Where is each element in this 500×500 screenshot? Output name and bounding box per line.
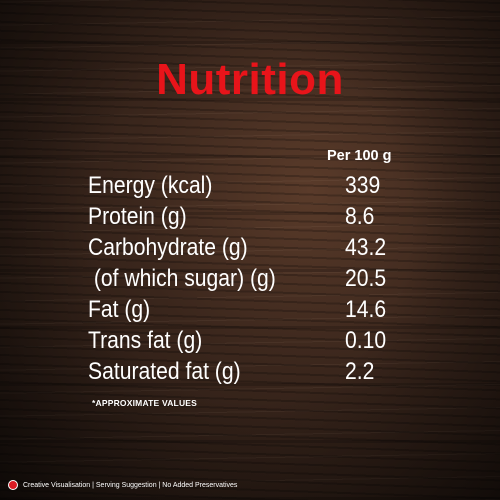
column-header: Per 100 g [327,148,392,164]
nutrition-row-carbohydrate: Carbohydrate (g) 43.2 [0,234,500,266]
nutrition-row-sugar: (of which sugar) (g) 20.5 [0,265,500,297]
nutrition-row-trans-fat: Trans fat (g) 0.10 [0,327,500,359]
nutrient-value: 339 [345,172,381,199]
nutrition-row-energy: Energy (kcal) 339 [0,172,500,204]
nutrition-row-protein: Protein (g) 8.6 [0,203,500,235]
nutrient-label: Energy (kcal) [88,172,213,199]
nutrient-value: 20.5 [345,265,387,292]
nutrient-label: Saturated fat (g) [88,358,241,385]
nutrient-label: Trans fat (g) [88,327,203,354]
footer: Creative Visualisation | Serving Suggest… [8,480,237,490]
footer-text: Creative Visualisation | Serving Suggest… [23,481,238,489]
nutrient-value: 0.10 [345,327,387,354]
veg-mark-icon [8,480,18,490]
nutrient-value: 43.2 [345,234,387,261]
nutrient-label: Carbohydrate (g) [88,234,248,261]
nutrient-value: 2.2 [345,358,375,385]
nutrition-row-saturated-fat: Saturated fat (g) 2.2 [0,358,500,390]
nutrient-label: Fat (g) [88,296,151,323]
nutrient-label: (of which sugar) (g) [88,265,276,292]
nutrient-value: 8.6 [345,203,375,230]
page-title: Nutrition [156,55,344,104]
nutrient-value: 14.6 [345,296,387,323]
nutrient-label: Protein (g) [88,203,187,230]
nutrition-row-fat: Fat (g) 14.6 [0,296,500,328]
approximate-values-note: *APPROXIMATE VALUES [92,398,198,408]
